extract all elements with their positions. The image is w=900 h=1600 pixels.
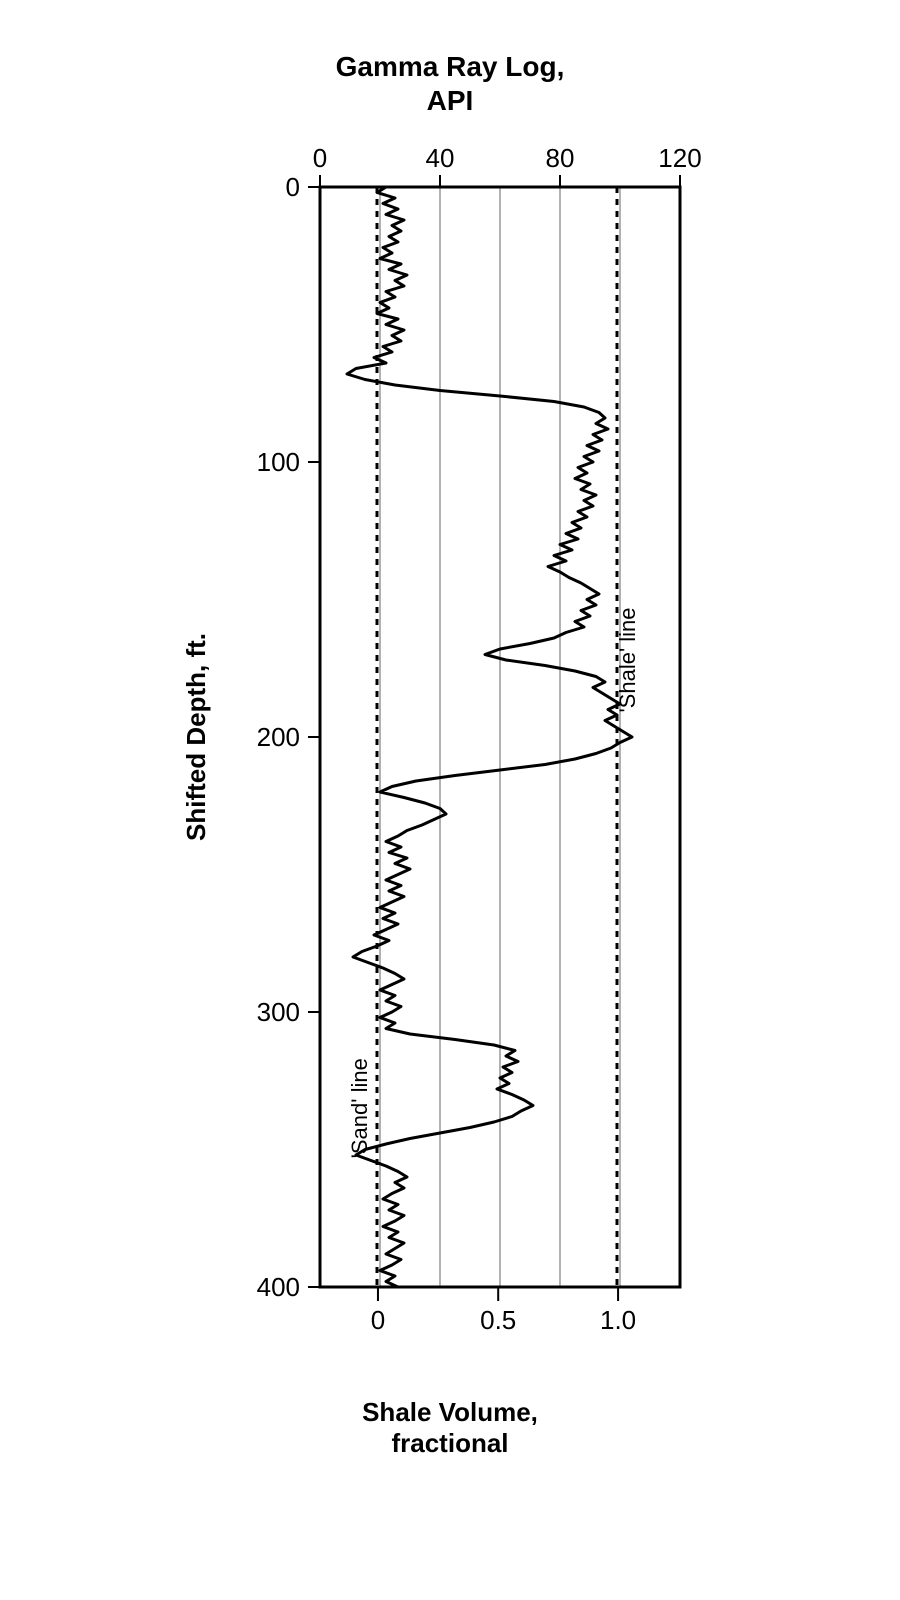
bottom-axis-label: Shale Volume, fractional bbox=[100, 1397, 800, 1459]
y-tick-label: 0 bbox=[286, 172, 300, 202]
y-tick-label: 400 bbox=[257, 1272, 300, 1302]
bottom-label-line-1: Shale Volume, bbox=[362, 1397, 538, 1427]
shale-line-label: 'Shale' line bbox=[615, 608, 640, 713]
x-tick-label: 40 bbox=[426, 143, 455, 173]
x-bottom-tick-label: 1.0 bbox=[600, 1305, 636, 1335]
bottom-label-line-2: fractional bbox=[391, 1428, 508, 1458]
y-tick-label: 200 bbox=[257, 722, 300, 752]
y-tick-label: 300 bbox=[257, 997, 300, 1027]
x-bottom-tick-label: 0 bbox=[371, 1305, 385, 1335]
y-tick-label: 100 bbox=[257, 447, 300, 477]
gamma-ray-chart: Gamma Ray Log, API 0 40 80 120 0 0.5 1.0 0 100 20… bbox=[100, 50, 800, 1460]
title-line-2: API bbox=[427, 85, 474, 116]
x-tick-label: 120 bbox=[658, 143, 701, 173]
y-axis-label: Shifted Depth, ft. bbox=[181, 633, 211, 841]
gamma-ray-curve bbox=[347, 187, 632, 1287]
sand-line-label: 'Sand' line bbox=[347, 1058, 372, 1158]
x-bottom-tick-label: 0.5 bbox=[480, 1305, 516, 1335]
x-tick-label: 0 bbox=[313, 143, 327, 173]
x-tick-label: 80 bbox=[546, 143, 575, 173]
chart-title: Gamma Ray Log, API bbox=[100, 50, 800, 117]
title-line-1: Gamma Ray Log, bbox=[336, 51, 565, 82]
chart-svg: 0 40 80 120 0 0.5 1.0 0 100 200 300 400 Shifted Dept… bbox=[145, 127, 755, 1387]
